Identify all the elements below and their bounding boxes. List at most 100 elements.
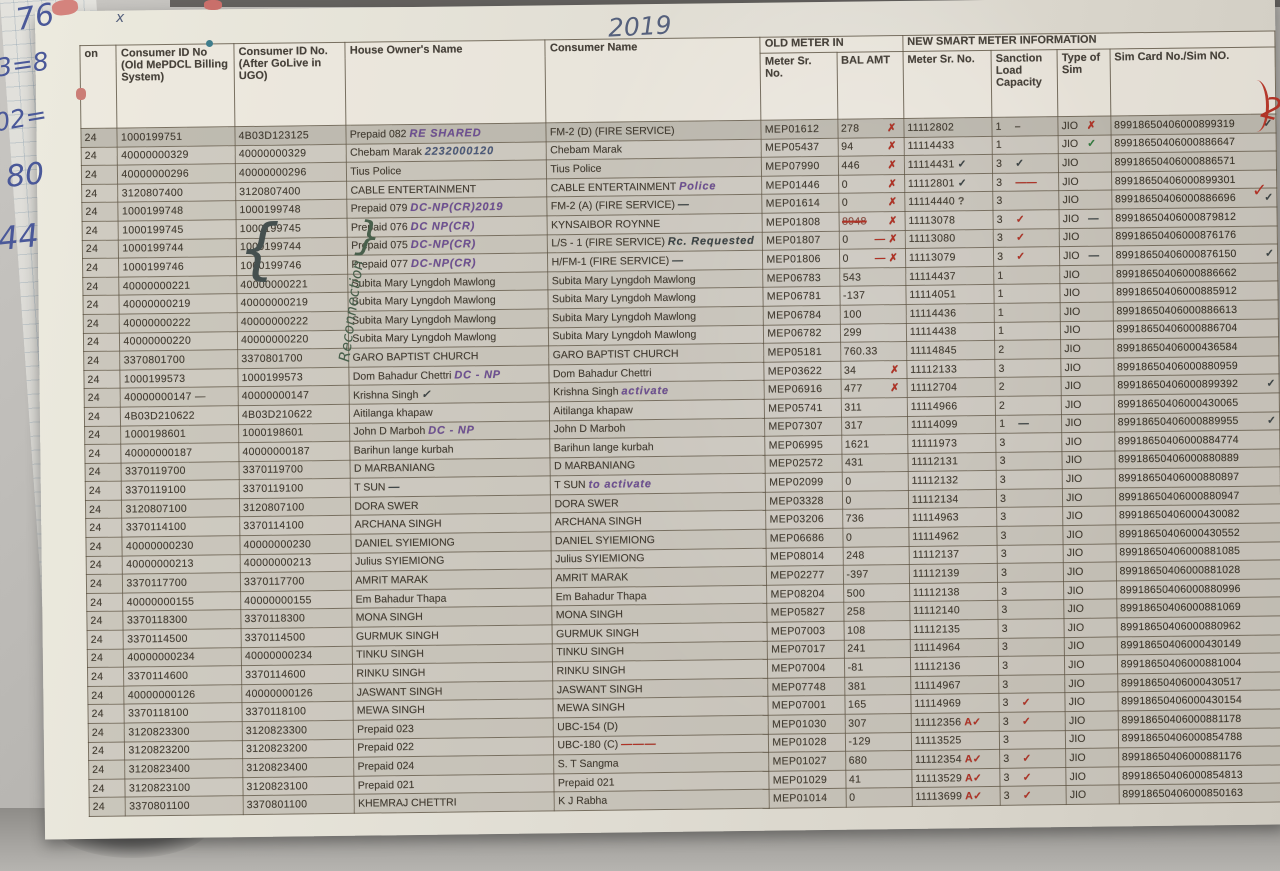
handwritten-mark-av-red: A✓ (964, 715, 982, 729)
cell-sim_type: JIO (1061, 413, 1115, 433)
sim-card-number: 89918650406000886704 (1116, 322, 1238, 336)
sim-card-number: 89918650406000430552 (1119, 526, 1241, 541)
cell-sim_card: 89918650406000884774 (1114, 430, 1280, 451)
new-meter-number: 11112135 (913, 623, 961, 636)
cell-loc: 24 (88, 723, 125, 743)
new-meter-number: 11111973 (911, 437, 958, 450)
consumer-name: Em Bahadur Thapa (555, 589, 647, 603)
cell-id_old: 40000000213 (122, 554, 241, 575)
cell-sim_type: JIO (1063, 543, 1116, 563)
col-header-consumer: Consumer Name (545, 37, 762, 123)
sim-type: JIO (1069, 788, 1087, 802)
sanction-load: 3 (1002, 696, 1009, 710)
cell-id_old: 3370117700 (122, 572, 241, 593)
new-meter-number: 11112140 (913, 604, 961, 618)
sim-type: JIO (1065, 417, 1082, 430)
cell-loc: 24 (85, 537, 123, 557)
sim-type: JIO (1062, 212, 1080, 225)
consumer-name: DORA SWER (554, 497, 619, 510)
new-meter-number: 11114433 (907, 139, 955, 153)
sim-type: JIO (1062, 231, 1080, 244)
handwritten-mark-check: ✓ (1264, 191, 1274, 204)
owner-name: GURMUK SINGH (355, 629, 439, 643)
cell-sim_type: JIO (1065, 766, 1119, 786)
cell-sim_card: 89918650406000886662 (1112, 262, 1278, 284)
cell-sim_card: 89918650406000879812 (1111, 206, 1278, 228)
handwritten-mark-check-red: ✓ (1022, 771, 1032, 784)
handwritten-note: DC-NP(CR) (410, 238, 477, 252)
owner-name: Tius Police (350, 165, 402, 178)
cell-load: 3 (996, 469, 1063, 490)
consumer-name: Chebam Marak (550, 143, 623, 157)
cell-meter_old: MEP07004 (767, 658, 845, 679)
cell-owner: GURMUK SINGH (352, 624, 553, 646)
sim-card-number: 89918650406000436584 (1116, 340, 1238, 355)
cell-sim_card: 89918650406000881176 (1118, 746, 1280, 767)
cell-id_old: 1000199751 (117, 126, 236, 147)
handwritten-mark-x: ✗ (887, 159, 897, 172)
balance-amount: 0 (841, 196, 849, 209)
consumer-name: KYNSAIBOR ROYNNE (551, 217, 661, 232)
cell-sim_type: JIO — (1059, 208, 1112, 229)
new-meter-number: 11114962 (912, 530, 960, 543)
cell-id_new: 3120823300 (242, 720, 354, 741)
balance-amount: 736 (845, 512, 865, 526)
cell-bal: 760.33 (840, 341, 907, 362)
cell-id_new: 3370117700 (240, 571, 352, 592)
handwritten-mark-check-red: ✓ (1021, 715, 1032, 728)
handwritten-mark-check: ✓ (1267, 414, 1277, 427)
sim-card-number: 89918650406000430154 (1121, 694, 1243, 708)
cell-loc: 24 (86, 592, 124, 612)
sim-type: JIO (1067, 565, 1084, 579)
cell-id_new: 40000000213 (240, 552, 352, 573)
sim-type: JIO (1067, 621, 1085, 634)
cell-sim_type: JIO ✗ (1058, 115, 1111, 136)
cell-meter_old: MEP08014 (766, 546, 843, 567)
sim-card-number: 89918650406000854813 (1122, 768, 1243, 782)
cell-id_new: 40000000296 (235, 162, 347, 183)
cell-sim_card: 89918650406000880996 (1116, 578, 1280, 600)
cell-meter_old: MEP01806 (762, 249, 840, 269)
cell-sim_card: 89918650406000880947 (1115, 485, 1280, 507)
consumer-name: T SUN (554, 478, 586, 492)
sanction-load: 3 (996, 194, 1003, 208)
cell-sim_card: 89918650406000430082 (1115, 504, 1280, 526)
cell-sim_card: 89918650406000886696 ✓ (1111, 188, 1277, 209)
handwritten-mark-check-dark: ✓ (1015, 157, 1025, 170)
sim-type: JIO (1068, 714, 1086, 727)
cell-id_new: 3370114500 (241, 627, 353, 648)
cell-meter_old: MEP01014 (769, 788, 846, 809)
cell-meter_new: 11112140 (909, 600, 999, 621)
consumer-name: K J Rabha (558, 794, 608, 808)
cell-meter_old: MEP02277 (766, 565, 844, 586)
cell-meter_new: 11111973 (907, 433, 997, 454)
cell-id_old: 1000199744 (118, 238, 237, 259)
balance-amount: 258 (846, 605, 866, 618)
cell-owner: T SUN — (350, 476, 551, 498)
handwritten-mark-check-red: ✓ (1022, 789, 1033, 802)
col-header-load: Sanction Load Capacity (991, 49, 1059, 118)
consumer-name: TINKU SINGH (556, 645, 625, 659)
cell-bal: 278 ✗ (837, 118, 904, 138)
cell-loc: 24 (83, 332, 121, 352)
cell-sim_type: JIO (1059, 264, 1113, 284)
cell-meter_new: 11112136 (910, 656, 999, 677)
handwritten-note: 2232000120 (424, 145, 495, 159)
cell-meter_new: 11114963 (908, 507, 997, 528)
sim-card-number: 89918650406000430517 (1120, 675, 1242, 689)
owner-name: John D Marboh (353, 425, 426, 439)
owner-name: MONA SINGH (355, 611, 423, 624)
new-meter-number: 11114099 (910, 418, 958, 432)
balance-amount: 248 (846, 549, 865, 563)
sanction-load: 3 (997, 250, 1004, 263)
sim-type: JIO (1061, 138, 1079, 151)
cell-sim_type: JIO (1063, 580, 1117, 601)
cell-meter_new: 11114845 (906, 340, 995, 361)
new-meter-number: 11112139 (912, 567, 960, 580)
cell-load: 3 ✓ (992, 153, 1059, 174)
handwritten-note: — (388, 481, 401, 494)
owner-name: Em Bahadur Thapa (355, 592, 447, 606)
owner-name: Prepaid 021 (357, 778, 415, 792)
cell-id_new: 40000000222 (237, 311, 349, 332)
cell-loc: 24 (88, 778, 126, 798)
